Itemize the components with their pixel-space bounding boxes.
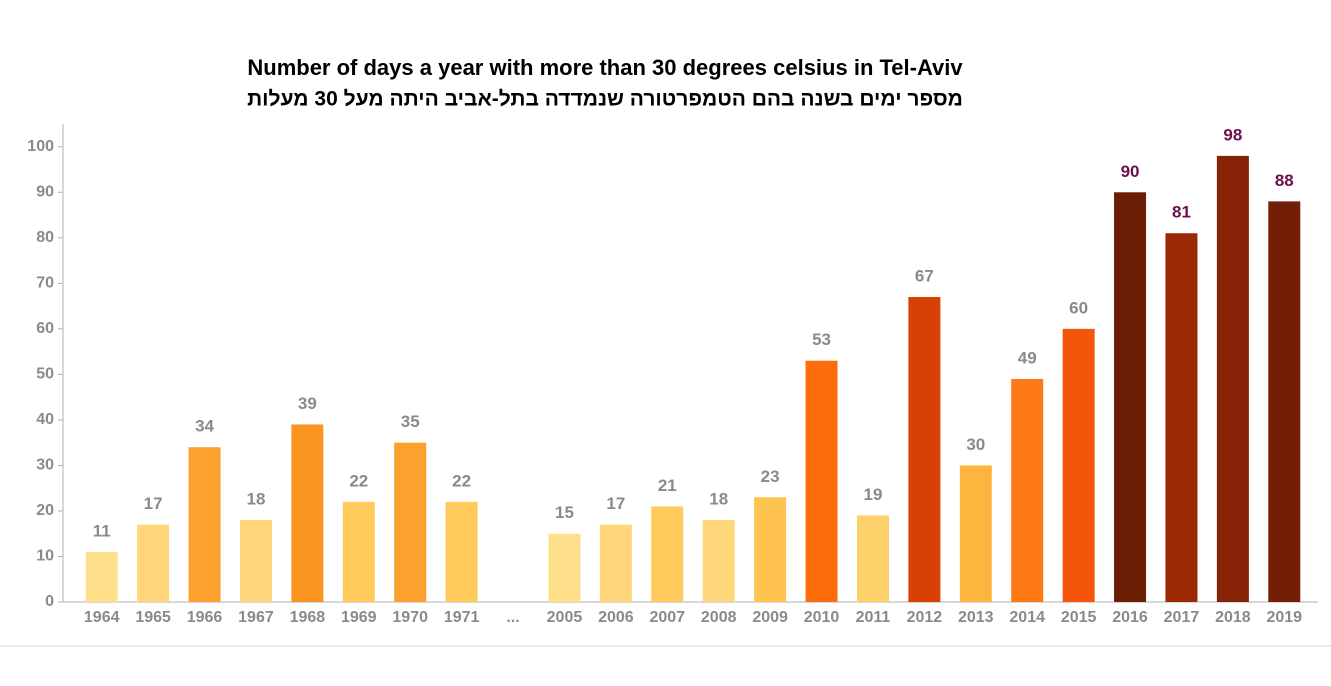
y-tick-label: 70 xyxy=(36,275,54,292)
value-label: 39 xyxy=(298,394,317,413)
value-label: 60 xyxy=(1069,298,1088,317)
value-label: 30 xyxy=(966,435,985,454)
value-label: 90 xyxy=(1121,162,1140,181)
y-tick-label: 0 xyxy=(45,593,54,610)
x-tick-label: 2009 xyxy=(752,609,788,626)
value-label: 21 xyxy=(658,476,677,495)
x-tick-label: 2015 xyxy=(1061,609,1097,626)
x-tick-label: 2012 xyxy=(907,609,943,626)
x-tick-label: 1966 xyxy=(187,609,223,626)
bar xyxy=(702,520,735,602)
bar xyxy=(1114,192,1147,603)
y-tick-label: 10 xyxy=(36,548,54,565)
x-tick-label: 2007 xyxy=(649,609,685,626)
bar xyxy=(291,424,324,602)
x-tick-label: 1964 xyxy=(84,609,120,626)
x-tick-label: 1967 xyxy=(238,609,274,626)
y-tick-label: 100 xyxy=(27,138,54,155)
x-tick-label: 2006 xyxy=(598,609,634,626)
y-tick-label: 20 xyxy=(36,502,54,519)
value-label: 88 xyxy=(1275,171,1294,190)
y-tick-label: 30 xyxy=(36,457,54,474)
value-label: 17 xyxy=(144,494,163,513)
x-tick-label: 2005 xyxy=(547,609,583,626)
bar xyxy=(85,551,118,602)
value-label: 53 xyxy=(812,330,831,349)
bar xyxy=(548,533,581,602)
value-label: 81 xyxy=(1172,203,1191,222)
x-tick-label: 2019 xyxy=(1266,609,1302,626)
y-tick-label: 80 xyxy=(36,229,54,246)
value-label: 18 xyxy=(246,490,265,509)
value-label: 18 xyxy=(709,490,728,509)
value-label: 22 xyxy=(452,471,471,490)
bar xyxy=(445,501,478,602)
x-tick-label: 1969 xyxy=(341,609,377,626)
value-label: 11 xyxy=(93,521,111,540)
x-tick-label: 2016 xyxy=(1112,609,1148,626)
y-tick-label: 50 xyxy=(36,366,54,383)
x-tick-label: ... xyxy=(506,609,519,626)
value-label: 22 xyxy=(349,471,368,490)
value-label: 15 xyxy=(555,503,574,522)
bar xyxy=(342,501,375,602)
value-label: 19 xyxy=(863,485,882,504)
x-tick-label: 2011 xyxy=(856,609,891,626)
bar xyxy=(188,447,221,602)
chart-title: Number of days a year with more than 30 … xyxy=(247,55,963,80)
bar xyxy=(1011,378,1044,602)
value-label: 49 xyxy=(1018,348,1037,367)
x-tick-label: 1971 xyxy=(444,609,480,626)
x-tick-label: 2010 xyxy=(804,609,840,626)
value-label: 17 xyxy=(606,494,625,513)
x-tick-label: 2014 xyxy=(1009,609,1045,626)
x-tick-label: 2017 xyxy=(1164,609,1200,626)
bar xyxy=(137,524,170,602)
y-tick-label: 60 xyxy=(36,320,54,337)
x-tick-label: 1970 xyxy=(392,609,428,626)
bar xyxy=(599,524,632,602)
y-tick-label: 90 xyxy=(36,184,54,201)
bar xyxy=(908,296,941,602)
bar xyxy=(239,520,272,602)
y-tick-label: 40 xyxy=(36,411,54,428)
value-label: 23 xyxy=(761,467,780,486)
bar xyxy=(394,442,427,602)
value-label: 98 xyxy=(1223,125,1242,144)
value-label: 34 xyxy=(195,417,214,436)
bar xyxy=(1062,328,1095,602)
bar xyxy=(1165,233,1198,602)
bar xyxy=(1216,155,1249,602)
x-tick-label: 2018 xyxy=(1215,609,1251,626)
bar xyxy=(856,515,889,602)
x-tick-label: 1965 xyxy=(135,609,171,626)
value-label: 35 xyxy=(401,412,420,431)
x-tick-label: 2008 xyxy=(701,609,737,626)
bar xyxy=(651,506,684,602)
bar xyxy=(959,465,992,602)
value-label: 67 xyxy=(915,266,934,285)
chart-subtitle: מספר ימים בשנה בהם הטמפרטורה שנמדדה בתל-… xyxy=(247,88,963,111)
bar xyxy=(754,497,787,602)
x-tick-label: 2013 xyxy=(958,609,994,626)
bar xyxy=(805,360,838,602)
x-tick-label: 1968 xyxy=(290,609,326,626)
bar xyxy=(1268,201,1301,602)
